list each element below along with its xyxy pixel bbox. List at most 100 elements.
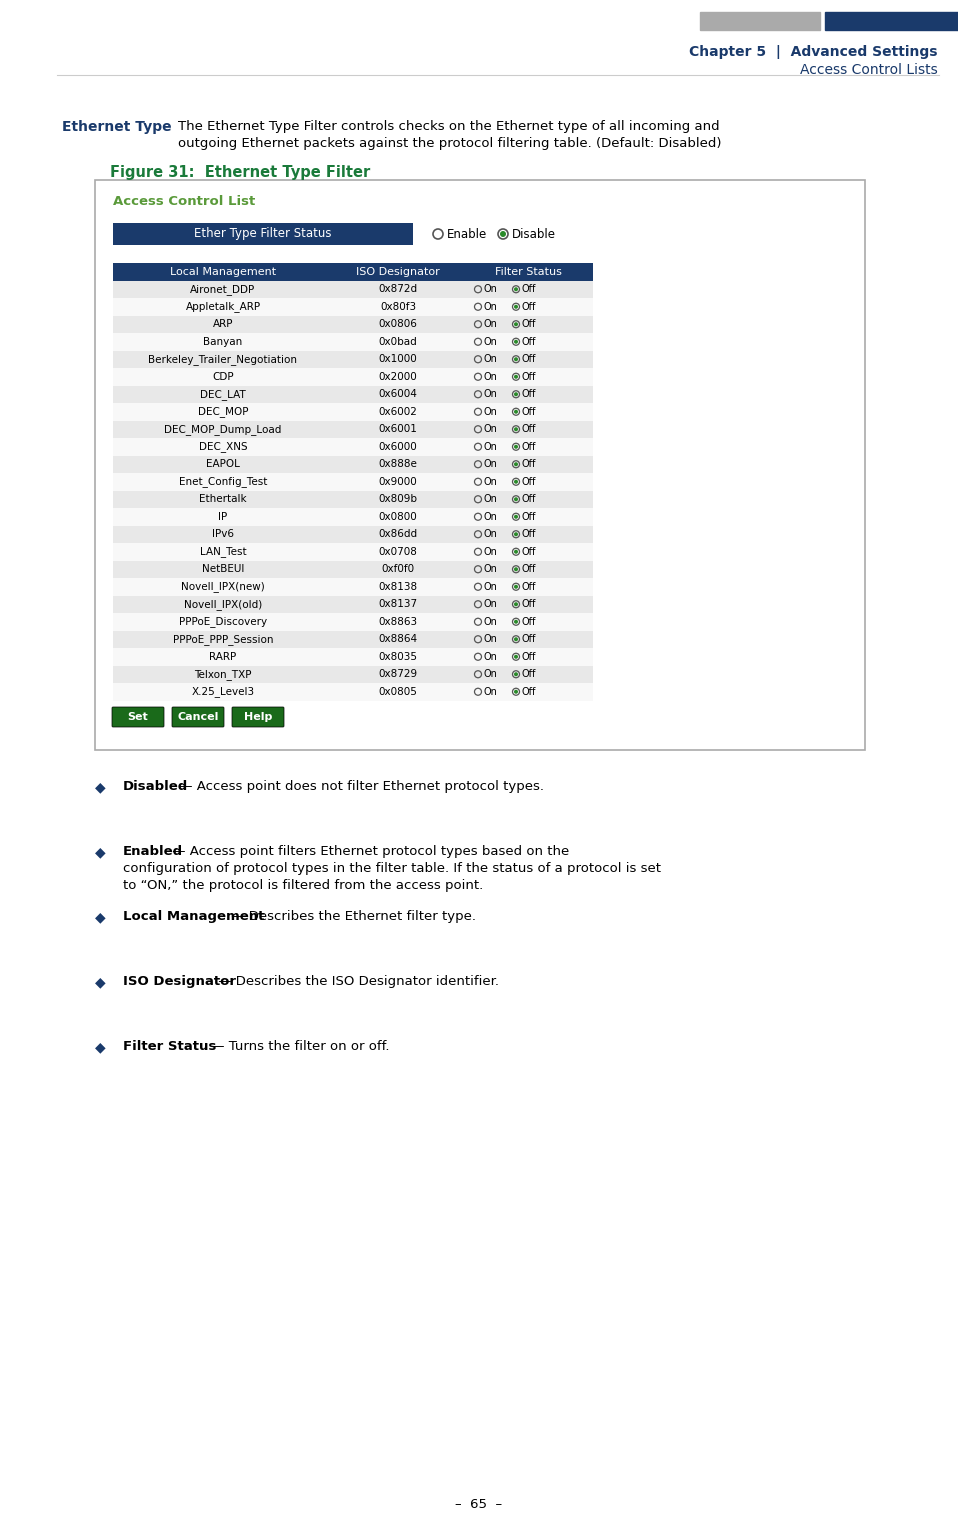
Text: On: On xyxy=(484,459,498,470)
Bar xyxy=(113,473,593,491)
Text: 0xf0f0: 0xf0f0 xyxy=(381,565,415,574)
Bar xyxy=(113,262,593,281)
Text: configuration of protocol types in the filter table. If the status of a protocol: configuration of protocol types in the f… xyxy=(123,863,661,875)
Circle shape xyxy=(514,585,518,589)
Text: — Access point does not filter Ethernet protocol types.: — Access point does not filter Ethernet … xyxy=(175,780,544,794)
Bar xyxy=(113,298,593,316)
Text: — Access point filters Ethernet protocol types based on the: — Access point filters Ethernet protocol… xyxy=(169,844,570,858)
Text: 0x0bad: 0x0bad xyxy=(378,336,418,347)
Text: On: On xyxy=(484,530,498,539)
Text: Off: Off xyxy=(522,442,536,451)
Text: On: On xyxy=(484,599,498,609)
Text: PPPoE_PPP_Session: PPPoE_PPP_Session xyxy=(172,634,273,645)
Text: Appletalk_ARP: Appletalk_ARP xyxy=(186,301,261,312)
Circle shape xyxy=(514,568,518,571)
Text: The Ethernet Type Filter controls checks on the Ethernet type of all incoming an: The Ethernet Type Filter controls checks… xyxy=(178,120,719,134)
Text: On: On xyxy=(484,669,498,680)
Text: On: On xyxy=(484,442,498,451)
Bar xyxy=(113,666,593,683)
Bar xyxy=(113,281,593,298)
Circle shape xyxy=(514,550,518,554)
Text: On: On xyxy=(484,686,498,697)
Text: On: On xyxy=(484,565,498,574)
Bar xyxy=(113,596,593,612)
Text: Figure 31:  Ethernet Type Filter: Figure 31: Ethernet Type Filter xyxy=(110,164,370,180)
Text: 0x8138: 0x8138 xyxy=(378,582,418,593)
Text: Filter Status: Filter Status xyxy=(494,267,561,276)
Text: X.25_Level3: X.25_Level3 xyxy=(192,686,255,697)
Text: IP: IP xyxy=(218,511,228,522)
Text: 0x8863: 0x8863 xyxy=(378,617,418,626)
Bar xyxy=(113,631,593,648)
Text: Off: Off xyxy=(522,459,536,470)
Text: DEC_MOP: DEC_MOP xyxy=(197,407,248,418)
Text: CDP: CDP xyxy=(212,371,234,382)
Text: Aironet_DDP: Aironet_DDP xyxy=(191,284,256,295)
FancyBboxPatch shape xyxy=(172,708,224,728)
Text: ISO Designator: ISO Designator xyxy=(123,975,236,989)
Text: Enable: Enable xyxy=(447,227,488,241)
Text: Banyan: Banyan xyxy=(203,336,242,347)
Text: Telxon_TXP: Telxon_TXP xyxy=(194,669,252,680)
Text: Access Control Lists: Access Control Lists xyxy=(800,63,938,77)
Text: 0x6001: 0x6001 xyxy=(378,424,418,434)
Text: 0x809b: 0x809b xyxy=(378,494,418,505)
Circle shape xyxy=(514,672,518,677)
Text: Off: Off xyxy=(522,336,536,347)
Text: Enabled: Enabled xyxy=(123,844,183,858)
Bar xyxy=(113,543,593,560)
Circle shape xyxy=(514,445,518,448)
Text: 0x8035: 0x8035 xyxy=(378,652,418,662)
Circle shape xyxy=(514,410,518,414)
Text: Novell_IPX(new): Novell_IPX(new) xyxy=(181,582,264,593)
Bar xyxy=(113,525,593,543)
Bar xyxy=(700,12,820,31)
Circle shape xyxy=(514,393,518,396)
Circle shape xyxy=(514,339,518,344)
Text: Access Control List: Access Control List xyxy=(113,195,255,209)
Text: Enet_Config_Test: Enet_Config_Test xyxy=(179,476,267,487)
Circle shape xyxy=(514,620,518,623)
Text: ◆: ◆ xyxy=(95,975,105,989)
Text: On: On xyxy=(484,582,498,593)
Circle shape xyxy=(514,427,518,431)
Text: ◆: ◆ xyxy=(95,1041,105,1055)
Text: 0x6002: 0x6002 xyxy=(378,407,418,416)
Circle shape xyxy=(514,287,518,292)
Text: Filter Status: Filter Status xyxy=(123,1041,217,1053)
Circle shape xyxy=(514,497,518,502)
Bar xyxy=(113,385,593,404)
Text: DEC_MOP_Dump_Load: DEC_MOP_Dump_Load xyxy=(165,424,282,434)
Bar xyxy=(113,456,593,473)
Text: On: On xyxy=(484,284,498,295)
Text: 0x0806: 0x0806 xyxy=(378,319,418,328)
Text: On: On xyxy=(484,634,498,645)
Bar xyxy=(113,437,593,456)
Bar xyxy=(113,404,593,421)
Text: 0x2000: 0x2000 xyxy=(378,371,418,382)
Text: LAN_Test: LAN_Test xyxy=(199,546,246,557)
Text: Ethernet Type: Ethernet Type xyxy=(62,120,171,134)
Text: Off: Off xyxy=(522,477,536,487)
Text: — Describes the ISO Designator identifier.: — Describes the ISO Designator identifie… xyxy=(214,975,499,989)
Text: EAPOL: EAPOL xyxy=(206,459,240,470)
Circle shape xyxy=(514,375,518,379)
Text: NetBEUI: NetBEUI xyxy=(202,565,244,574)
Text: On: On xyxy=(484,477,498,487)
Text: Set: Set xyxy=(127,712,148,721)
Bar xyxy=(113,612,593,631)
Text: On: On xyxy=(484,652,498,662)
Text: Local Management: Local Management xyxy=(123,910,264,923)
Text: Off: Off xyxy=(522,511,536,522)
Circle shape xyxy=(514,358,518,361)
Text: 0x872d: 0x872d xyxy=(378,284,418,295)
Text: Off: Off xyxy=(522,582,536,593)
Text: ◆: ◆ xyxy=(95,844,105,860)
Bar xyxy=(113,421,593,437)
Text: — Describes the Ethernet filter type.: — Describes the Ethernet filter type. xyxy=(227,910,476,923)
Circle shape xyxy=(514,637,518,642)
Text: Off: Off xyxy=(522,634,536,645)
Bar xyxy=(825,12,958,31)
Text: outgoing Ethernet packets against the protocol filtering table. (Default: Disabl: outgoing Ethernet packets against the pr… xyxy=(178,137,721,150)
Circle shape xyxy=(514,655,518,659)
